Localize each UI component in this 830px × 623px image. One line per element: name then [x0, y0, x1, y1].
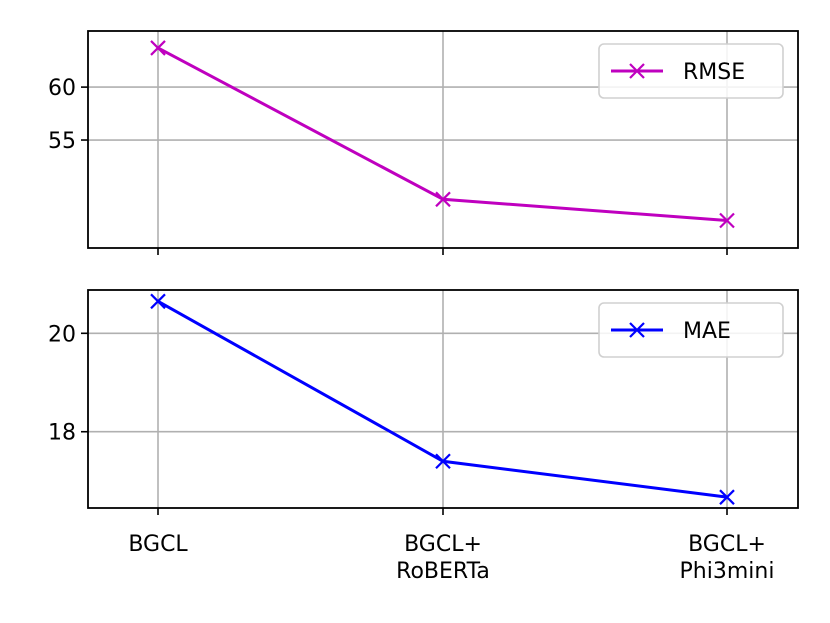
data-point-mae — [435, 453, 451, 470]
legend-label: RMSE — [683, 60, 745, 85]
y-tick-label: 18 — [48, 421, 76, 446]
legend-box — [598, 302, 784, 358]
x-tick-label: BGCL — [128, 532, 188, 557]
x-tick-label: BGCL+ RoBERTa — [396, 532, 490, 584]
legend: MAE — [598, 302, 784, 358]
x-tick-label: BGCL+ Phi3mini — [680, 532, 775, 584]
axes-frame — [87, 30, 799, 249]
legend: RMSE — [598, 43, 784, 99]
y-tick-label: 20 — [48, 322, 76, 347]
data-point-mae — [719, 489, 735, 505]
legend-box — [598, 43, 784, 99]
legend-marker — [629, 63, 645, 79]
data-point-mae — [150, 293, 166, 310]
y-tick-label: 55 — [48, 129, 76, 154]
legend-label: MAE — [683, 319, 731, 344]
axes-frame — [87, 289, 799, 509]
panel-1: 55 60 RMSE — [48, 30, 799, 255]
data-point-rmse — [719, 212, 735, 229]
legend-marker — [629, 322, 645, 338]
data-point-rmse — [150, 40, 166, 56]
y-tick-label: 60 — [48, 76, 76, 101]
data-point-rmse — [435, 191, 451, 208]
panel-2: 18 20 BGCL BGCL+ RoBERTa BGCL+ Phi3mini MAE — [48, 289, 799, 584]
